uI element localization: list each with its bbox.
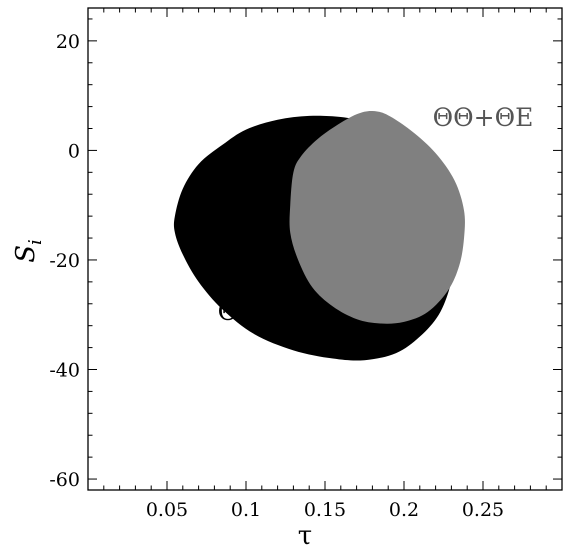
y-tick-label: -20 (49, 250, 80, 272)
y-tick-label: 0 (68, 140, 80, 162)
labels-layer: 0.05 0.1 0.15 0.2 0.25 20 0 -20 -40 -60 τ Si ΘΘ ΘΘ+ΘE (11, 31, 533, 550)
y-tick-label: -60 (49, 469, 80, 491)
x-tick-label: 0.1 (231, 499, 261, 521)
y-axis-label: Si (11, 239, 46, 263)
x-axis-label: τ (298, 521, 312, 550)
x-tick-label: 0.25 (462, 499, 504, 521)
x-tick-label: 0.15 (304, 499, 346, 521)
plot-frame (87, 7, 563, 491)
y-tick-label: 20 (56, 31, 80, 53)
ticks-layer (88, 8, 562, 490)
series-label-1: ΘΘ (218, 297, 259, 326)
y-tick-label: -40 (49, 360, 80, 382)
x-tick-label: 0.2 (389, 499, 419, 521)
x-tick-label: 0.05 (146, 499, 188, 521)
regions-layer (173, 110, 465, 361)
confidence-region-2 (289, 110, 465, 324)
series-label-2: ΘΘ+ΘE (433, 103, 534, 132)
